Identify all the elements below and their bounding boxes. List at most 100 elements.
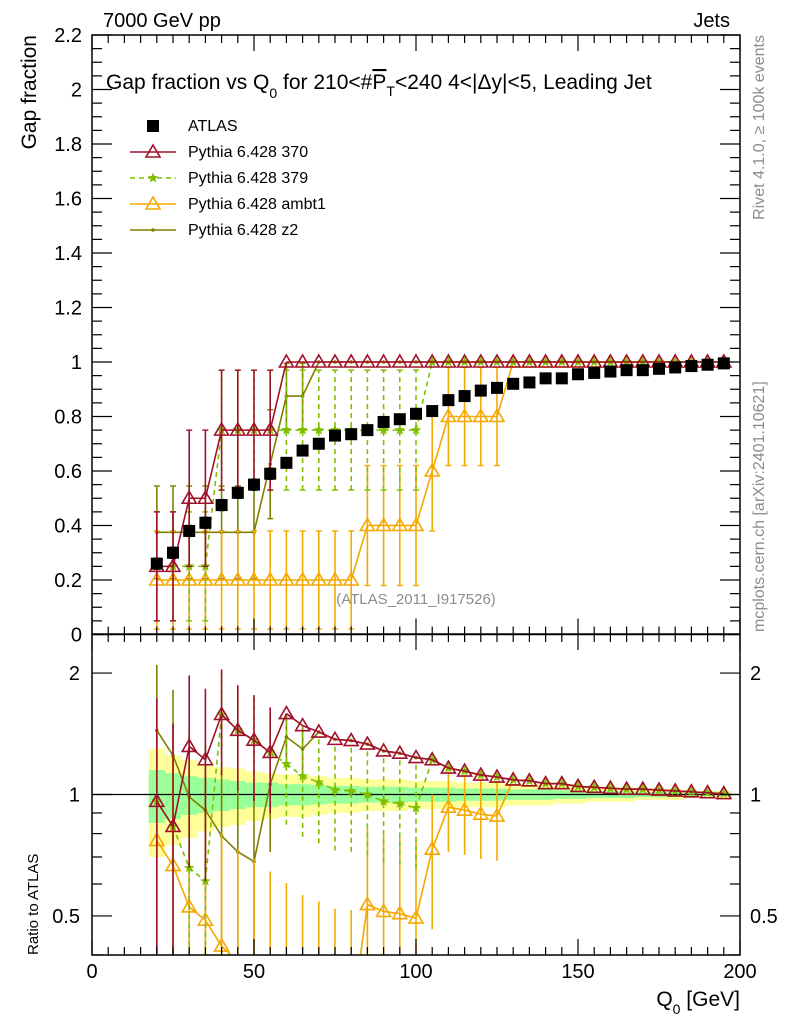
ratio-panel-marks: [148, 664, 733, 956]
ratio-point-p379: [313, 776, 325, 787]
y-tick-label: 0.4: [54, 516, 82, 538]
data-point-atlas: [539, 372, 552, 385]
ratio-point-ambt1: [456, 801, 473, 816]
ratio-point-p370: [326, 730, 344, 746]
data-point-atlas: [426, 405, 439, 418]
data-point-ambt1: [375, 516, 392, 532]
data-point-p370: [278, 353, 295, 368]
data-point-atlas: [636, 364, 649, 377]
series-line-ambt1: [156, 361, 724, 581]
ratio-point-p370: [504, 771, 522, 786]
legend-marker: [144, 143, 162, 158]
data-point-p379: [410, 424, 422, 435]
data-point-ambt1: [197, 571, 214, 586]
x-tick-label: 150: [561, 961, 594, 983]
title-part: P: [372, 71, 386, 94]
data-point-atlas: [620, 364, 633, 377]
title-part: <240 4<|Δy|<5, Leading Jet: [395, 71, 652, 94]
data-point-ambt1: [488, 407, 506, 423]
ratio-point-p370: [229, 721, 247, 737]
legend-label: Pythia 6.428 379: [188, 170, 308, 187]
x-tick-label: 100: [399, 961, 432, 983]
data-point-ambt1: [213, 571, 230, 586]
data-point-p370: [229, 421, 247, 436]
ratio-point-p370: [699, 784, 716, 799]
ratio-point-p370: [521, 772, 538, 787]
ratio-point-p370: [666, 782, 684, 797]
legend-marker: [147, 120, 159, 132]
data-point-p370: [456, 353, 473, 368]
ratio-point-p370: [407, 749, 425, 764]
ratio-point-p370: [423, 751, 441, 766]
ratio-point-p370: [342, 731, 360, 747]
ratio-point-p370: [602, 779, 619, 795]
legend-label: Pythia 6.428 z2: [188, 222, 298, 239]
data-point-p379: [297, 424, 308, 435]
data-point-atlas: [507, 377, 520, 390]
data-point-atlas: [183, 524, 196, 537]
ratio-point-p370: [213, 705, 230, 721]
ratio-point-p370: [553, 775, 571, 790]
ratio-y-tick-label-left: 2: [69, 663, 80, 685]
data-point-p370: [342, 353, 360, 368]
data-point-atlas: [150, 557, 163, 570]
data-point-atlas: [555, 372, 568, 385]
data-point-p370: [391, 353, 409, 368]
data-point-ambt1: [310, 571, 328, 586]
data-point-p379: [281, 424, 292, 435]
series-line-p379: [156, 361, 724, 568]
data-point-ambt1: [261, 571, 279, 586]
data-point-atlas: [653, 362, 665, 375]
ratio-point-p370: [456, 762, 473, 777]
y-tick-label: 0.2: [54, 570, 82, 592]
y-tick-label: 1: [71, 352, 82, 374]
data-point-atlas: [523, 376, 536, 389]
y-tick-label: 0.6: [54, 461, 82, 483]
series-line-z2: [156, 361, 724, 534]
data-point-p370: [310, 353, 328, 368]
series-line-p370: [156, 361, 724, 568]
data-point-p370: [488, 353, 506, 368]
data-point-atlas: [572, 368, 584, 381]
data-point-atlas: [604, 365, 617, 378]
data-point-atlas: [215, 499, 228, 512]
legend-marker: [151, 228, 155, 232]
title-part: for 210<#: [277, 71, 372, 94]
ratio-point-p370: [245, 731, 263, 746]
ratio-point-p370: [261, 743, 279, 759]
ratio-point-p370: [148, 792, 166, 808]
data-point-ambt1: [391, 516, 409, 532]
data-point-atlas: [167, 546, 179, 559]
data-point-ambt1: [342, 571, 360, 586]
ratio-point-ambt1: [180, 898, 198, 913]
ratio-point-p379: [329, 784, 341, 795]
data-point-ambt1: [359, 516, 376, 532]
data-point-atlas: [312, 437, 325, 450]
chart-marks: [148, 353, 733, 956]
legend-entry-atlas: ATLAS: [147, 118, 238, 135]
data-point-atlas: [717, 357, 730, 370]
ratio-point-p370: [715, 785, 733, 800]
data-point-atlas: [685, 360, 698, 373]
ratio-point-p370: [537, 775, 554, 790]
ratio-y-tick-label-right: 0.5: [750, 906, 778, 928]
data-point-p370: [164, 557, 182, 573]
legend-label: Pythia 6.428 ambt1: [188, 196, 326, 213]
data-point-ambt1: [440, 407, 457, 423]
ratio-point-ambt1: [391, 905, 409, 920]
data-point-ambt1: [456, 407, 473, 423]
ratio-point-p370: [650, 781, 668, 796]
legend-label: Pythia 6.428 370: [188, 144, 308, 161]
data-point-p370: [504, 353, 522, 368]
ratio-point-ambt1: [423, 840, 441, 856]
ratio-point-p370: [472, 766, 490, 781]
data-point-p379: [313, 424, 325, 435]
ratio-point-p370: [569, 777, 587, 793]
data-point-p379: [394, 424, 406, 435]
legend: ATLAS Pythia 6.428 370 Pythia 6.428 379 …: [130, 118, 326, 239]
data-point-atlas: [701, 358, 714, 371]
ratio-point-p370: [359, 735, 376, 750]
ratio-y-tick-label-right: 2: [750, 663, 761, 685]
data-point-atlas: [669, 361, 682, 374]
